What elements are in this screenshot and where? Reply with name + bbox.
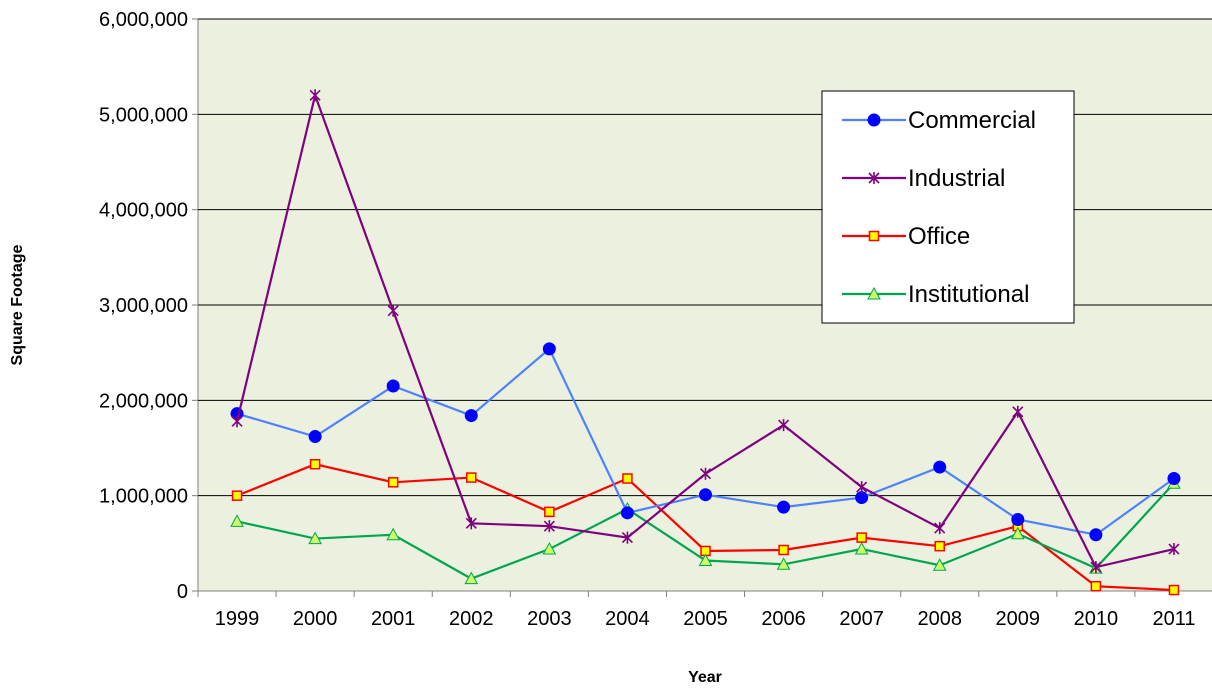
legend-swatch-marker xyxy=(867,286,881,300)
x-tick-label: 2002 xyxy=(449,608,494,630)
data-point xyxy=(778,419,790,432)
data-point xyxy=(854,542,869,555)
data-point xyxy=(856,481,868,494)
legend: Commercial Industrial Office Institutional xyxy=(821,90,1075,324)
legend-swatch-marker xyxy=(868,230,880,242)
data-point xyxy=(387,304,399,317)
y-tick-label: 3,000,000 xyxy=(99,295,188,317)
legend-label: Industrial xyxy=(908,165,1005,192)
data-point xyxy=(1090,580,1102,592)
x-tick-label: 2003 xyxy=(527,608,572,630)
data-point xyxy=(1168,543,1180,556)
data-point xyxy=(699,467,712,480)
data-point xyxy=(308,430,322,444)
x-tick-label: 2008 xyxy=(917,608,962,630)
legend-box xyxy=(821,90,1075,324)
x-tick-label: 2009 xyxy=(996,608,1041,630)
y-tick-label: 6,000,000 xyxy=(99,9,188,31)
y-axis-title: Square Footage xyxy=(9,244,26,365)
data-point xyxy=(464,409,478,423)
legend-item: Institutional xyxy=(842,281,1029,308)
data-point xyxy=(777,500,791,514)
x-axis-ticks: 1999 2000 2001 2002 2003 2004 2005 2006 2007 2008… xyxy=(197,590,1212,630)
data-point xyxy=(932,558,947,571)
y-tick-label: 1,000,000 xyxy=(99,486,188,508)
y-axis-ticks: 0 1,000,000 2,000,000 3,000,000 4,000,000 5,0… xyxy=(99,9,198,603)
x-tick-label: 2000 xyxy=(293,608,338,630)
data-point xyxy=(621,531,633,544)
x-axis-title: Year xyxy=(688,669,722,686)
data-point xyxy=(542,342,556,356)
legend-label: Institutional xyxy=(908,281,1029,308)
y-tick-label: 2,000,000 xyxy=(99,390,188,412)
data-point xyxy=(698,553,713,566)
legend-swatch-marker xyxy=(868,172,880,184)
data-point xyxy=(1168,584,1180,596)
x-tick-label: 1999 xyxy=(215,608,260,630)
legend-item: Office xyxy=(842,223,970,250)
x-tick-label: 2010 xyxy=(1074,608,1119,630)
data-point xyxy=(387,477,399,488)
data-point xyxy=(933,460,947,474)
y-tick-label: 5,000,000 xyxy=(99,104,188,126)
y-tick-label: 0 xyxy=(177,581,188,603)
data-point xyxy=(1012,405,1024,418)
x-tick-label: 2004 xyxy=(605,608,650,630)
series-commercial xyxy=(230,342,1181,542)
data-point xyxy=(855,491,869,505)
data-point xyxy=(231,490,243,501)
legend-item: Industrial xyxy=(842,165,1005,192)
data-point xyxy=(622,473,633,484)
data-point xyxy=(544,506,555,518)
x-tick-label: 2005 xyxy=(683,608,728,630)
legend-swatch-marker xyxy=(867,113,881,127)
data-point xyxy=(543,520,555,533)
data-point xyxy=(309,89,321,102)
series-industrial xyxy=(231,89,1180,574)
legend-item: Commercial xyxy=(842,107,1036,134)
data-point xyxy=(699,488,712,502)
data-point xyxy=(542,542,557,555)
y-tick-label: 4,000,000 xyxy=(99,200,188,222)
data-point xyxy=(856,532,867,543)
data-point xyxy=(230,514,244,527)
legend-items: Commercial Industrial Office Institutional xyxy=(842,107,1036,308)
data-point xyxy=(778,544,789,556)
data-point xyxy=(1167,472,1181,486)
data-point xyxy=(1011,513,1025,526)
x-tick-label: 2006 xyxy=(761,608,806,630)
data-point xyxy=(776,557,791,570)
x-tick-label: 2011 xyxy=(1152,608,1195,630)
data-point xyxy=(1090,561,1102,574)
x-tick-label: 2001 xyxy=(371,608,416,630)
data-point xyxy=(464,571,479,585)
data-point xyxy=(386,527,401,541)
x-tick-label: 2007 xyxy=(839,608,884,630)
data-point xyxy=(308,531,322,545)
data-point xyxy=(620,506,634,520)
data-point xyxy=(309,458,321,470)
data-point xyxy=(465,517,477,530)
data-point xyxy=(231,415,243,428)
data-point xyxy=(466,472,477,483)
data-point xyxy=(386,379,400,393)
data-point xyxy=(1010,526,1025,540)
series-layer xyxy=(230,89,1181,596)
data-point xyxy=(934,540,945,552)
legend-label: Office xyxy=(908,223,970,250)
data-point xyxy=(1089,528,1103,542)
legend-label: Commercial xyxy=(908,107,1036,134)
data-point xyxy=(934,522,946,535)
